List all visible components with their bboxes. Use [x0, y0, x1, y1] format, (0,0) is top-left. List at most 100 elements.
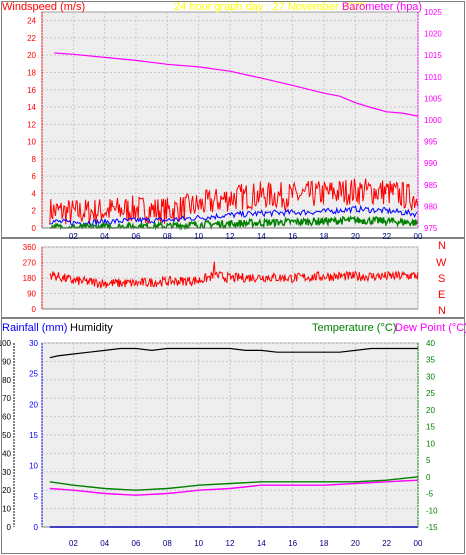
- x-tick-label: 06: [132, 539, 141, 548]
- rainfall-axis-label: Rainfall (mm): [2, 322, 67, 334]
- humidity-tick-label: 70: [2, 394, 11, 403]
- rainfall-tick-label: 10: [29, 462, 38, 471]
- x-tick-label: 08: [163, 232, 172, 241]
- wind-barometer-frame: [1, 1, 465, 238]
- grid-lines: [42, 12, 419, 528]
- x-tick-label: 14: [257, 232, 266, 241]
- x-tick-label: 06: [132, 232, 141, 241]
- x-tick-label: 02: [69, 232, 78, 241]
- barometer-tick-label: 1010: [424, 73, 442, 82]
- windspeed-tick-label: 0: [32, 224, 37, 233]
- humidity-tick-label: 40: [2, 449, 11, 458]
- windspeed-tick-label: 4: [32, 189, 37, 198]
- windspeed-tick-label: 10: [27, 138, 36, 147]
- humidity-tick-label: 20: [2, 486, 11, 495]
- windspeed-tick-label: 16: [27, 86, 36, 95]
- humidity-tick-label: 100: [0, 339, 12, 348]
- direction-label-n-top: N: [438, 240, 446, 252]
- barometer-tick-label: 985: [424, 181, 438, 190]
- x-tick-label: 14: [257, 539, 266, 548]
- barometer-line: [54, 52, 419, 117]
- axes: [13, 12, 419, 528]
- barometer-tick-label: 1000: [424, 116, 442, 125]
- temperature-humidity-frame: [1, 318, 465, 554]
- barometer-tick-label: 1020: [424, 30, 442, 39]
- x-tick-label: 02: [69, 539, 78, 548]
- temperature-axis-label: Temperature (°C): [312, 322, 396, 334]
- x-tick-label: 16: [288, 232, 297, 241]
- x-tick-label: 04: [100, 232, 109, 241]
- temperature-tick-label: 20: [426, 406, 435, 415]
- barometer-tick-label: 1005: [424, 94, 442, 103]
- temperature-tick-label: 0: [426, 473, 431, 482]
- temperature-tick-label: 25: [426, 389, 435, 398]
- temperature-tick-label: 15: [426, 423, 435, 432]
- direction-tick-label: 180: [23, 274, 37, 283]
- direction-tick-label: 90: [27, 290, 36, 299]
- temperature-tick-label: 35: [426, 356, 435, 365]
- barometer-axis-label: Barometer (hpa): [342, 1, 422, 13]
- temperature-tick-label: -10: [426, 506, 438, 515]
- direction-label-e: E: [438, 289, 445, 301]
- humidity-axis-label: Humidity: [70, 322, 113, 334]
- x-tick-label: 10: [194, 539, 203, 548]
- humidity-tick-label: 80: [2, 376, 11, 385]
- direction-label-s: S: [438, 273, 445, 285]
- wind-direction-line: [49, 261, 419, 289]
- wind-direction-frame: [1, 238, 465, 318]
- x-tick-label: 08: [163, 539, 172, 548]
- rainfall-tick-label: 15: [29, 431, 38, 440]
- humidity-tick-label: 0: [7, 523, 12, 532]
- direction-tick-label: 270: [23, 259, 37, 268]
- windspeed-axis-label: Windspeed (m/s): [2, 1, 85, 13]
- x-tick-label: 22: [382, 539, 391, 548]
- rainfall-tick-label: 30: [29, 339, 38, 348]
- x-tick-label: 18: [320, 539, 329, 548]
- direction-label-n-bottom: N: [438, 305, 446, 317]
- x-tick-label: 20: [351, 539, 360, 548]
- chart-title: 24 hour graph day : 27 November 2025: [174, 1, 366, 13]
- temperature-tick-label: 5: [426, 456, 431, 465]
- humidity-tick-label: 30: [2, 468, 11, 477]
- windspeed-tick-label: 14: [27, 103, 36, 112]
- x-tick-label: 16: [288, 539, 297, 548]
- windspeed-tick-label: 8: [32, 155, 37, 164]
- barometer-tick-label: 975: [424, 224, 438, 233]
- windspeed-tick-label: 20: [27, 51, 36, 60]
- x-tick-label: 10: [194, 232, 203, 241]
- rainfall-tick-label: 20: [29, 400, 38, 409]
- temperature-tick-label: -5: [426, 490, 434, 499]
- humidity-tick-label: 60: [2, 413, 11, 422]
- x-tick-label: 00: [414, 539, 423, 548]
- rainfall-tick-label: 0: [34, 523, 39, 532]
- windspeed-tick-label: 22: [27, 34, 36, 43]
- direction-tick-label: 360: [23, 243, 37, 252]
- wind-gust-line: [49, 178, 418, 225]
- x-tick-label: 12: [226, 232, 235, 241]
- windspeed-tick-label: 24: [27, 17, 36, 26]
- windspeed-tick-label: 18: [27, 68, 36, 77]
- direction-tick-label: 0: [32, 305, 37, 314]
- x-tick-label: 12: [226, 539, 235, 548]
- x-tick-label: 20: [351, 232, 360, 241]
- barometer-tick-label: 990: [424, 159, 438, 168]
- windspeed-tick-label: 6: [32, 172, 37, 181]
- dewpoint-axis-label: Dew Point (°C): [395, 322, 466, 334]
- humidity-tick-label: 10: [2, 505, 11, 514]
- barometer-tick-label: 995: [424, 138, 438, 147]
- barometer-tick-label: 1015: [424, 51, 442, 60]
- temperature-tick-label: 40: [426, 339, 435, 348]
- temperature-line: [49, 476, 419, 491]
- x-tick-label: 18: [320, 232, 329, 241]
- humidity-tick-label: 90: [2, 357, 11, 366]
- barometer-tick-label: 1025: [424, 8, 442, 17]
- rainfall-tick-label: 5: [34, 492, 39, 501]
- x-tick-label: 22: [382, 232, 391, 241]
- rainfall-tick-label: 25: [29, 370, 38, 379]
- temperature-tick-label: 10: [426, 439, 435, 448]
- windspeed-tick-label: 12: [27, 120, 36, 129]
- temperature-tick-label: 30: [426, 372, 435, 381]
